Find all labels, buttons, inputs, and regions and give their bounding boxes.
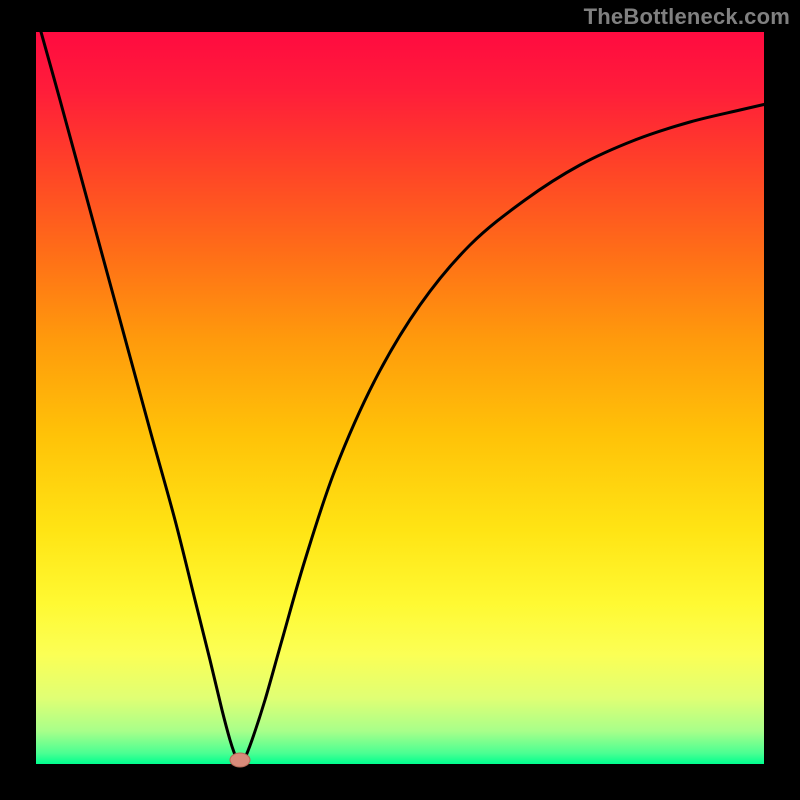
watermark-text: TheBottleneck.com <box>584 4 790 30</box>
plot-background <box>36 32 764 764</box>
minimum-marker <box>230 753 250 767</box>
chart-svg <box>0 0 800 800</box>
chart-container: TheBottleneck.com <box>0 0 800 800</box>
